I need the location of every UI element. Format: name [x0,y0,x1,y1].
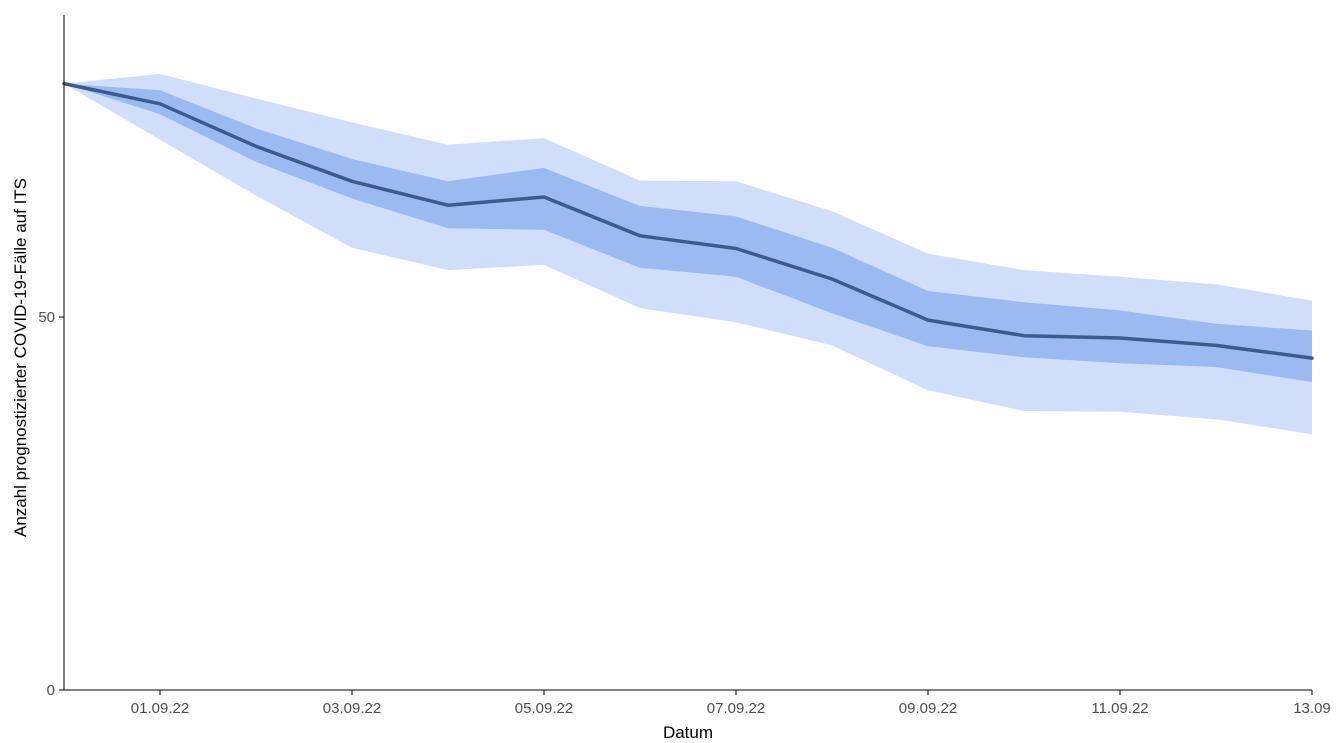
x-tick-label: 07.09.22 [707,700,765,717]
x-tick-label: 05.09.22 [515,700,573,717]
y-tick-label: 50 [38,309,55,326]
median-line-group [62,81,1314,360]
inner-interval-band [64,83,1312,382]
median-forecast-line [62,81,1314,360]
x-tick-label: 13.09 [1293,700,1331,717]
y-tick-label: 0 [47,682,55,699]
x-tick-label: 09.09.22 [899,700,957,717]
x-ticks-group: 01.09.22 03.09.22 05.09.22 07.09.22 09.09.22… [131,690,1331,717]
bands-group [64,73,1312,435]
y-ticks-group: 0 50 [38,309,64,699]
y-axis-title: Anzahl prognostizierter COVID-19-Fälle a… [11,178,30,537]
x-tick-label: 01.09.22 [131,700,189,717]
x-axis-title: Datum [663,723,713,742]
x-tick-label: 11.09.22 [1091,700,1148,717]
x-tick-label: 03.09.22 [323,700,381,717]
axes-group [63,15,1312,691]
